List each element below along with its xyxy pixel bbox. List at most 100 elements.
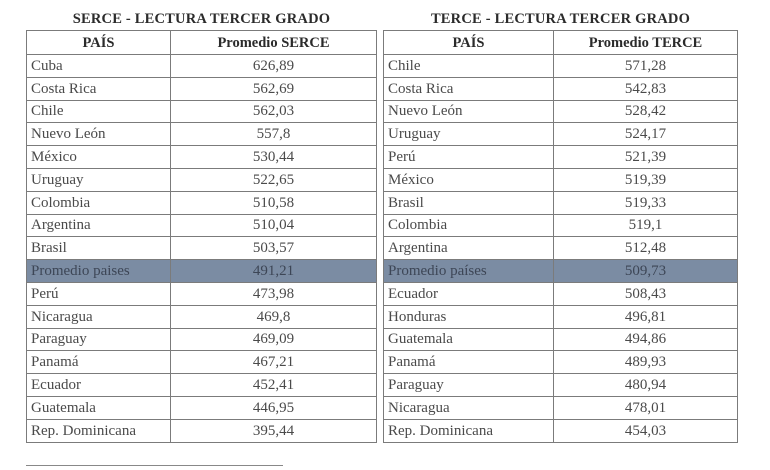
country-cell: Argentina xyxy=(383,236,554,261)
country-cell: Uruguay xyxy=(383,122,554,147)
score-cell: 480,94 xyxy=(553,373,738,397)
score-cell: 503,57 xyxy=(170,236,377,261)
country-cell: Rep. Dominicana xyxy=(383,418,554,443)
score-cell: 519,1 xyxy=(553,213,738,238)
table-row: Uruguay 522,65 xyxy=(26,167,377,192)
country-cell: Chile xyxy=(26,99,171,124)
country-cell: Promedio países xyxy=(383,259,554,283)
country-cell: Perú xyxy=(383,145,554,169)
score-cell: 521,39 xyxy=(553,145,738,169)
country-cell: Chile xyxy=(383,54,554,78)
score-cell: 530,44 xyxy=(170,145,377,169)
score-cell: 467,21 xyxy=(170,350,377,375)
country-cell: Ecuador xyxy=(383,281,554,306)
country-cell: México xyxy=(26,145,171,169)
country-cell: Colombia xyxy=(383,213,554,238)
table-row: Chile 571,28 xyxy=(383,54,738,78)
score-cell: 509,73 xyxy=(553,259,738,283)
score-cell: 510,58 xyxy=(170,190,377,215)
score-cell: 446,95 xyxy=(170,395,377,420)
terce-table-block: TERCE - LECTURA TERCER GRADO PAÍS Promed… xyxy=(383,8,738,443)
score-cell: 626,89 xyxy=(170,54,377,78)
table-row: Guatemala 494,86 xyxy=(383,327,738,352)
table-row: Argentina 510,04 xyxy=(26,213,377,238)
table-row: Cuba 626,89 xyxy=(26,54,377,78)
table-header-row: PAÍS Promedio TERCE xyxy=(383,30,738,55)
score-cell: 469,09 xyxy=(170,327,377,352)
table-row: Perú 521,39 xyxy=(383,145,738,169)
table-row: Honduras 496,81 xyxy=(383,304,738,329)
country-cell: Guatemala xyxy=(383,327,554,352)
country-cell: Costa Rica xyxy=(383,76,554,101)
score-cell: 557,8 xyxy=(170,122,377,147)
score-cell: 562,03 xyxy=(170,99,377,124)
table-row: Guatemala 446,95 xyxy=(26,395,377,420)
table-row: Colombia 510,58 xyxy=(26,190,377,215)
table-row: Rep. Dominicana 395,44 xyxy=(26,418,377,443)
country-cell: Nuevo León xyxy=(383,99,554,124)
country-cell: Brasil xyxy=(26,236,171,261)
table-row: Nuevo León 557,8 xyxy=(26,122,377,147)
score-cell: 395,44 xyxy=(170,418,377,443)
header-score: Promedio SERCE xyxy=(170,30,377,55)
score-cell: 454,03 xyxy=(553,418,738,443)
score-cell: 528,42 xyxy=(553,99,738,124)
footnote-divider xyxy=(26,465,283,466)
country-cell: Perú xyxy=(26,281,171,306)
score-cell: 491,21 xyxy=(170,259,377,283)
table-row: Nicaragua 469,8 xyxy=(26,304,377,329)
table-row: México 530,44 xyxy=(26,145,377,169)
country-cell: Cuba xyxy=(26,54,171,78)
country-cell: Guatemala xyxy=(26,395,171,420)
score-cell: 519,33 xyxy=(553,190,738,215)
country-cell: Paraguay xyxy=(26,327,171,352)
score-cell: 494,86 xyxy=(553,327,738,352)
country-cell: México xyxy=(383,167,554,192)
table-row: Perú 473,98 xyxy=(26,281,377,306)
country-cell: Costa Rica xyxy=(26,76,171,101)
header-country: PAÍS xyxy=(26,30,171,55)
serce-table: PAÍS Promedio SERCE Cuba 626,89 Costa Rica… xyxy=(26,30,377,443)
table-row: Uruguay 524,17 xyxy=(383,122,738,147)
country-cell: Colombia xyxy=(26,190,171,215)
serce-table-title: SERCE - LECTURA TERCER GRADO xyxy=(72,11,331,27)
score-cell: 519,39 xyxy=(553,167,738,192)
score-cell: 542,83 xyxy=(553,76,738,101)
average-row: Promedio paises 491,21 xyxy=(26,259,377,283)
country-cell: Nicaragua xyxy=(383,395,554,420)
table-row: Ecuador 452,41 xyxy=(26,373,377,397)
country-cell: Brasil xyxy=(383,190,554,215)
score-cell: 452,41 xyxy=(170,373,377,397)
score-cell: 469,8 xyxy=(170,304,377,329)
header-score: Promedio TERCE xyxy=(553,30,738,55)
table-row: Argentina 512,48 xyxy=(383,236,738,261)
country-cell: Nuevo León xyxy=(26,122,171,147)
table-row: Colombia 519,1 xyxy=(383,213,738,238)
table-row: Nuevo León 528,42 xyxy=(383,99,738,124)
country-cell: Paraguay xyxy=(383,373,554,397)
table-row: Nicaragua 478,01 xyxy=(383,395,738,420)
country-cell: Uruguay xyxy=(26,167,171,192)
terce-table-title: TERCE - LECTURA TERCER GRADO xyxy=(430,11,691,27)
score-cell: 473,98 xyxy=(170,281,377,306)
score-cell: 496,81 xyxy=(553,304,738,329)
country-cell: Promedio paises xyxy=(26,259,171,283)
serce-table-block: SERCE - LECTURA TERCER GRADO PAÍS Promed… xyxy=(26,8,377,443)
table-row: Costa Rica 562,69 xyxy=(26,76,377,101)
score-cell: 562,69 xyxy=(170,76,377,101)
average-row: Promedio países 509,73 xyxy=(383,259,738,283)
table-row: Panamá 467,21 xyxy=(26,350,377,375)
table-row: Paraguay 469,09 xyxy=(26,327,377,352)
country-cell: Honduras xyxy=(383,304,554,329)
table-row: Paraguay 480,94 xyxy=(383,373,738,397)
country-cell: Panamá xyxy=(26,350,171,375)
score-cell: 512,48 xyxy=(553,236,738,261)
score-cell: 478,01 xyxy=(553,395,738,420)
table-row: Chile 562,03 xyxy=(26,99,377,124)
header-country: PAÍS xyxy=(383,30,554,55)
table-row: Rep. Dominicana 454,03 xyxy=(383,418,738,443)
score-cell: 508,43 xyxy=(553,281,738,306)
country-cell: Ecuador xyxy=(26,373,171,397)
table-row: Brasil 503,57 xyxy=(26,236,377,261)
table-row: México 519,39 xyxy=(383,167,738,192)
